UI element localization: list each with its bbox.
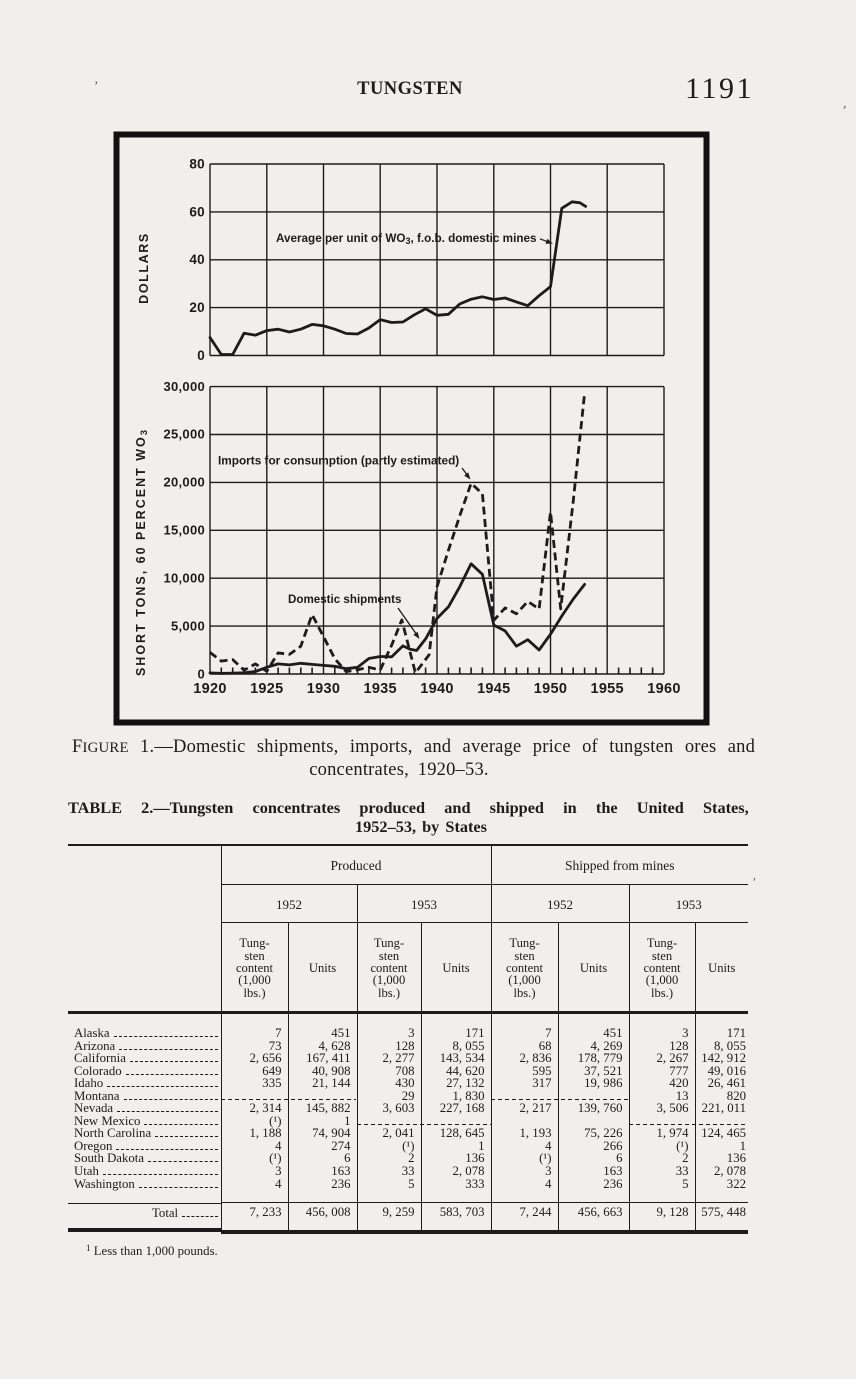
- svg-text:0: 0: [197, 666, 205, 681]
- svg-text:0: 0: [197, 348, 205, 363]
- svg-text:SHORT TONS, 60 PERCENT WO3: SHORT TONS, 60 PERCENT WO3: [134, 428, 150, 676]
- svg-text:15,000: 15,000: [163, 523, 205, 538]
- svg-text:60: 60: [189, 204, 205, 219]
- svg-text:1930: 1930: [307, 681, 340, 697]
- svg-text:80: 80: [189, 157, 205, 172]
- svg-text:5,000: 5,000: [171, 618, 205, 633]
- svg-text:10,000: 10,000: [163, 571, 205, 586]
- svg-text:1925: 1925: [250, 681, 283, 697]
- svg-text:1945: 1945: [477, 681, 510, 697]
- svg-text:40: 40: [189, 252, 205, 267]
- svg-text:30,000: 30,000: [163, 379, 205, 394]
- svg-text:20: 20: [189, 300, 205, 315]
- svg-text:1940: 1940: [420, 681, 453, 697]
- svg-text:1935: 1935: [363, 681, 396, 697]
- svg-text:20,000: 20,000: [163, 475, 205, 490]
- svg-text:Imports for consumption (partl: Imports for consumption (partly estimate…: [218, 454, 459, 468]
- svg-text:DOLLARS: DOLLARS: [137, 232, 151, 304]
- svg-text:Average per unit of WO3, f.o.b: Average per unit of WO3, f.o.b. domestic…: [276, 232, 537, 246]
- svg-text:Domestic shipments: Domestic shipments: [288, 593, 401, 606]
- svg-text:1950: 1950: [534, 681, 567, 697]
- svg-text:1920: 1920: [193, 681, 226, 697]
- svg-text:25,000: 25,000: [163, 427, 205, 442]
- svg-text:1955: 1955: [590, 681, 623, 697]
- svg-text:1960: 1960: [647, 681, 680, 697]
